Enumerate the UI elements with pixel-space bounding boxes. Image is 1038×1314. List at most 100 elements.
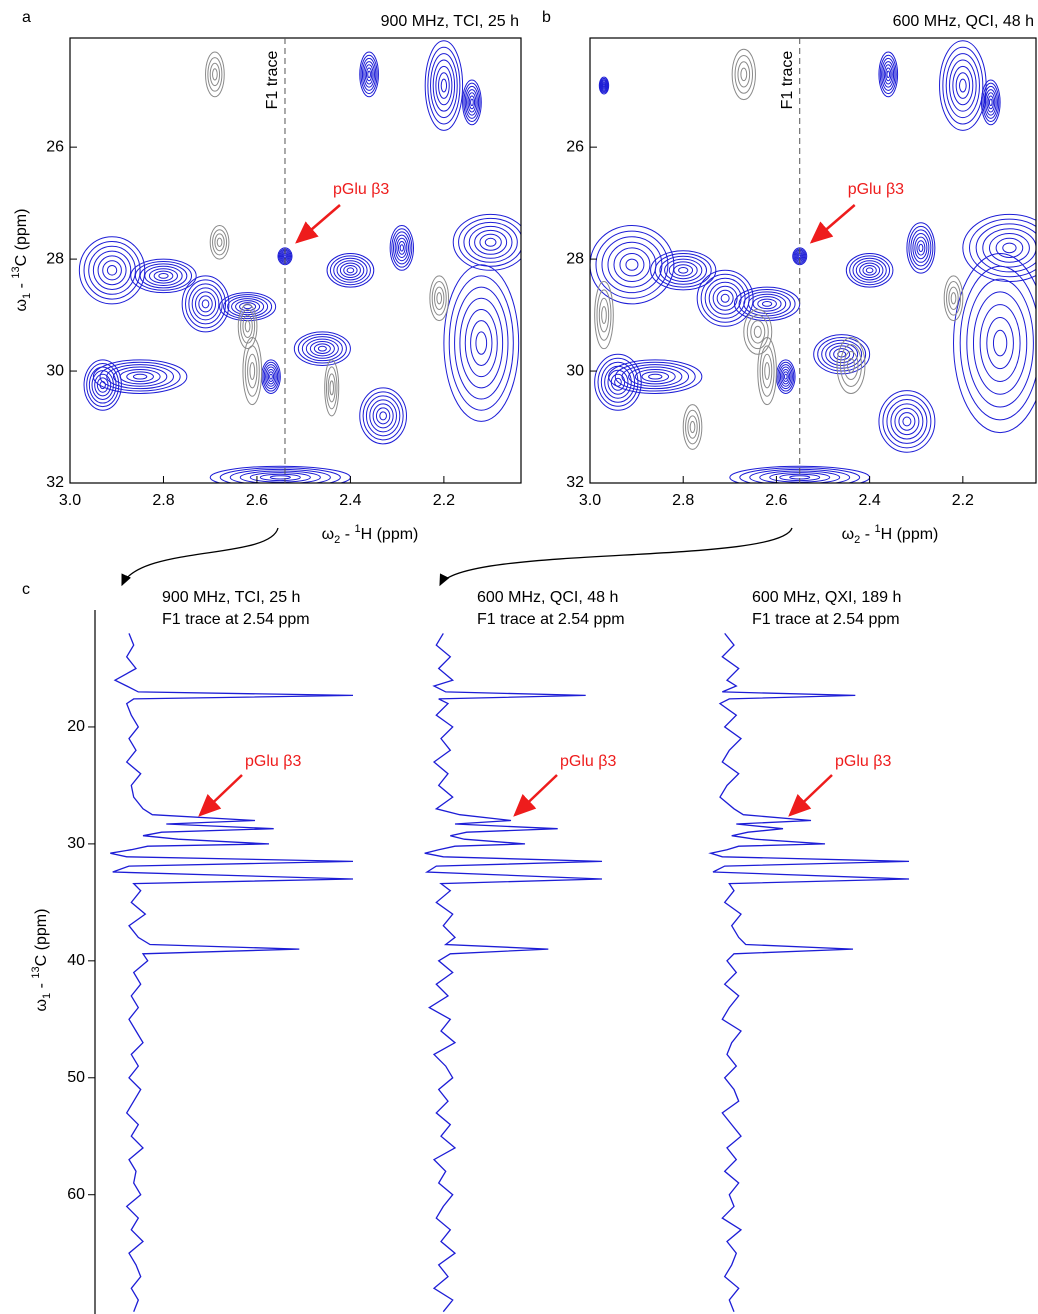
x-tick-label: 2.6 (765, 492, 787, 509)
contour-ring (939, 40, 987, 131)
contour-ring (391, 228, 413, 268)
contour-ring (601, 236, 663, 294)
contour-ring (613, 247, 651, 282)
contour-ring (394, 234, 410, 262)
contour-ring (648, 373, 663, 380)
contour-ring (696, 269, 754, 327)
contour-ring (91, 370, 114, 400)
contour-ring (181, 275, 230, 333)
contour-ring (601, 306, 607, 324)
contour-ring (1002, 242, 1017, 254)
contour-ring (219, 467, 341, 483)
axis-label-part: ω (13, 299, 30, 312)
contour-ring (242, 314, 253, 338)
contour-ring (301, 336, 343, 362)
contour-ring (945, 53, 980, 119)
contour-ring (470, 98, 474, 107)
subtitle: 900 MHz, TCI, 25 h (162, 589, 300, 606)
contour-ring (212, 68, 218, 81)
trace-label: F1 trace (264, 51, 281, 110)
trace (424, 633, 603, 1313)
contour-ring (464, 85, 480, 119)
contour-ring (240, 308, 256, 344)
contour-ring (223, 294, 273, 320)
contour-ring (859, 262, 881, 278)
contour-ring (399, 244, 404, 252)
contour-ring (435, 65, 453, 106)
contour-ring (92, 359, 188, 394)
contour-ring (743, 308, 773, 355)
contour-ring (365, 67, 373, 82)
contour-ring (890, 403, 924, 440)
axis-label-part: C (ppm) (33, 909, 50, 967)
y-tick-label: 40 (67, 952, 85, 969)
contour-ring (369, 399, 397, 433)
contour-ring (988, 98, 993, 107)
contour-ring (367, 70, 371, 79)
subtitle: 600 MHz, QCI, 48 h (893, 13, 1034, 30)
x-tick-label: 2.4 (858, 492, 880, 509)
contour-ring (346, 267, 355, 274)
contour-ring (329, 380, 334, 396)
contour-ring (239, 470, 321, 483)
contour-ring (102, 260, 122, 281)
contour-ring (664, 258, 703, 282)
annotation-arrow (788, 774, 833, 817)
subtitle: F1 trace at 2.54 ppm (477, 611, 625, 628)
contour-ring (650, 250, 717, 291)
annotation: pGlu β3 (333, 181, 389, 198)
contour-ring (878, 51, 899, 98)
plot-frame (69, 37, 522, 484)
contour-ring (952, 65, 974, 106)
contour-ring (396, 237, 408, 259)
contour-ring (886, 398, 928, 444)
contour-ring (943, 275, 964, 322)
contour-ring (833, 348, 851, 361)
contour-ring (600, 80, 608, 91)
annotation-arrow (198, 774, 243, 817)
contour-ring (983, 85, 998, 119)
contour-ring (959, 78, 967, 93)
contour-ring (988, 233, 1030, 263)
panel-label: c (22, 581, 30, 598)
contour-ring (153, 270, 174, 282)
contour-ring (602, 82, 606, 89)
contour-ring (463, 221, 518, 263)
trace (708, 632, 910, 1312)
contour-ring (881, 57, 896, 91)
contour-ring (86, 362, 120, 408)
axis-label-part: ω (842, 526, 855, 543)
x-tick-label: 3.0 (59, 492, 81, 509)
contour-ring (191, 287, 220, 321)
contour-ring (598, 297, 610, 333)
contour-ring (995, 237, 1024, 259)
contour-ring (982, 228, 1036, 268)
contour-ring (908, 225, 934, 270)
contour-ring (359, 387, 407, 445)
contour-ring (462, 79, 482, 126)
contour-ring (372, 403, 394, 429)
contour-ring (249, 362, 256, 380)
contour-ring (438, 72, 450, 99)
axis-label-part: 1 (354, 523, 360, 535)
plot-frame (589, 37, 1037, 484)
contour-ring (259, 473, 301, 482)
contour-ring (207, 57, 223, 92)
subtitle: F1 trace at 2.54 ppm (752, 611, 900, 628)
contour-ring (463, 82, 481, 123)
contour-ring (262, 361, 280, 392)
contour-ring (364, 64, 374, 85)
contour-ring (239, 302, 257, 312)
y-tick-label: 28 (46, 250, 64, 267)
contour-ring (898, 412, 916, 431)
contour-ring (700, 273, 750, 323)
contour-ring (198, 295, 213, 313)
contour-ring (313, 343, 331, 354)
contour-ring (333, 257, 368, 283)
contour-ring (97, 255, 127, 286)
axis-label-part: 2 (334, 534, 340, 546)
contour-ring (266, 368, 276, 385)
contour-ring (590, 225, 675, 305)
contour-ring (829, 345, 855, 364)
contour-ring (946, 280, 962, 316)
